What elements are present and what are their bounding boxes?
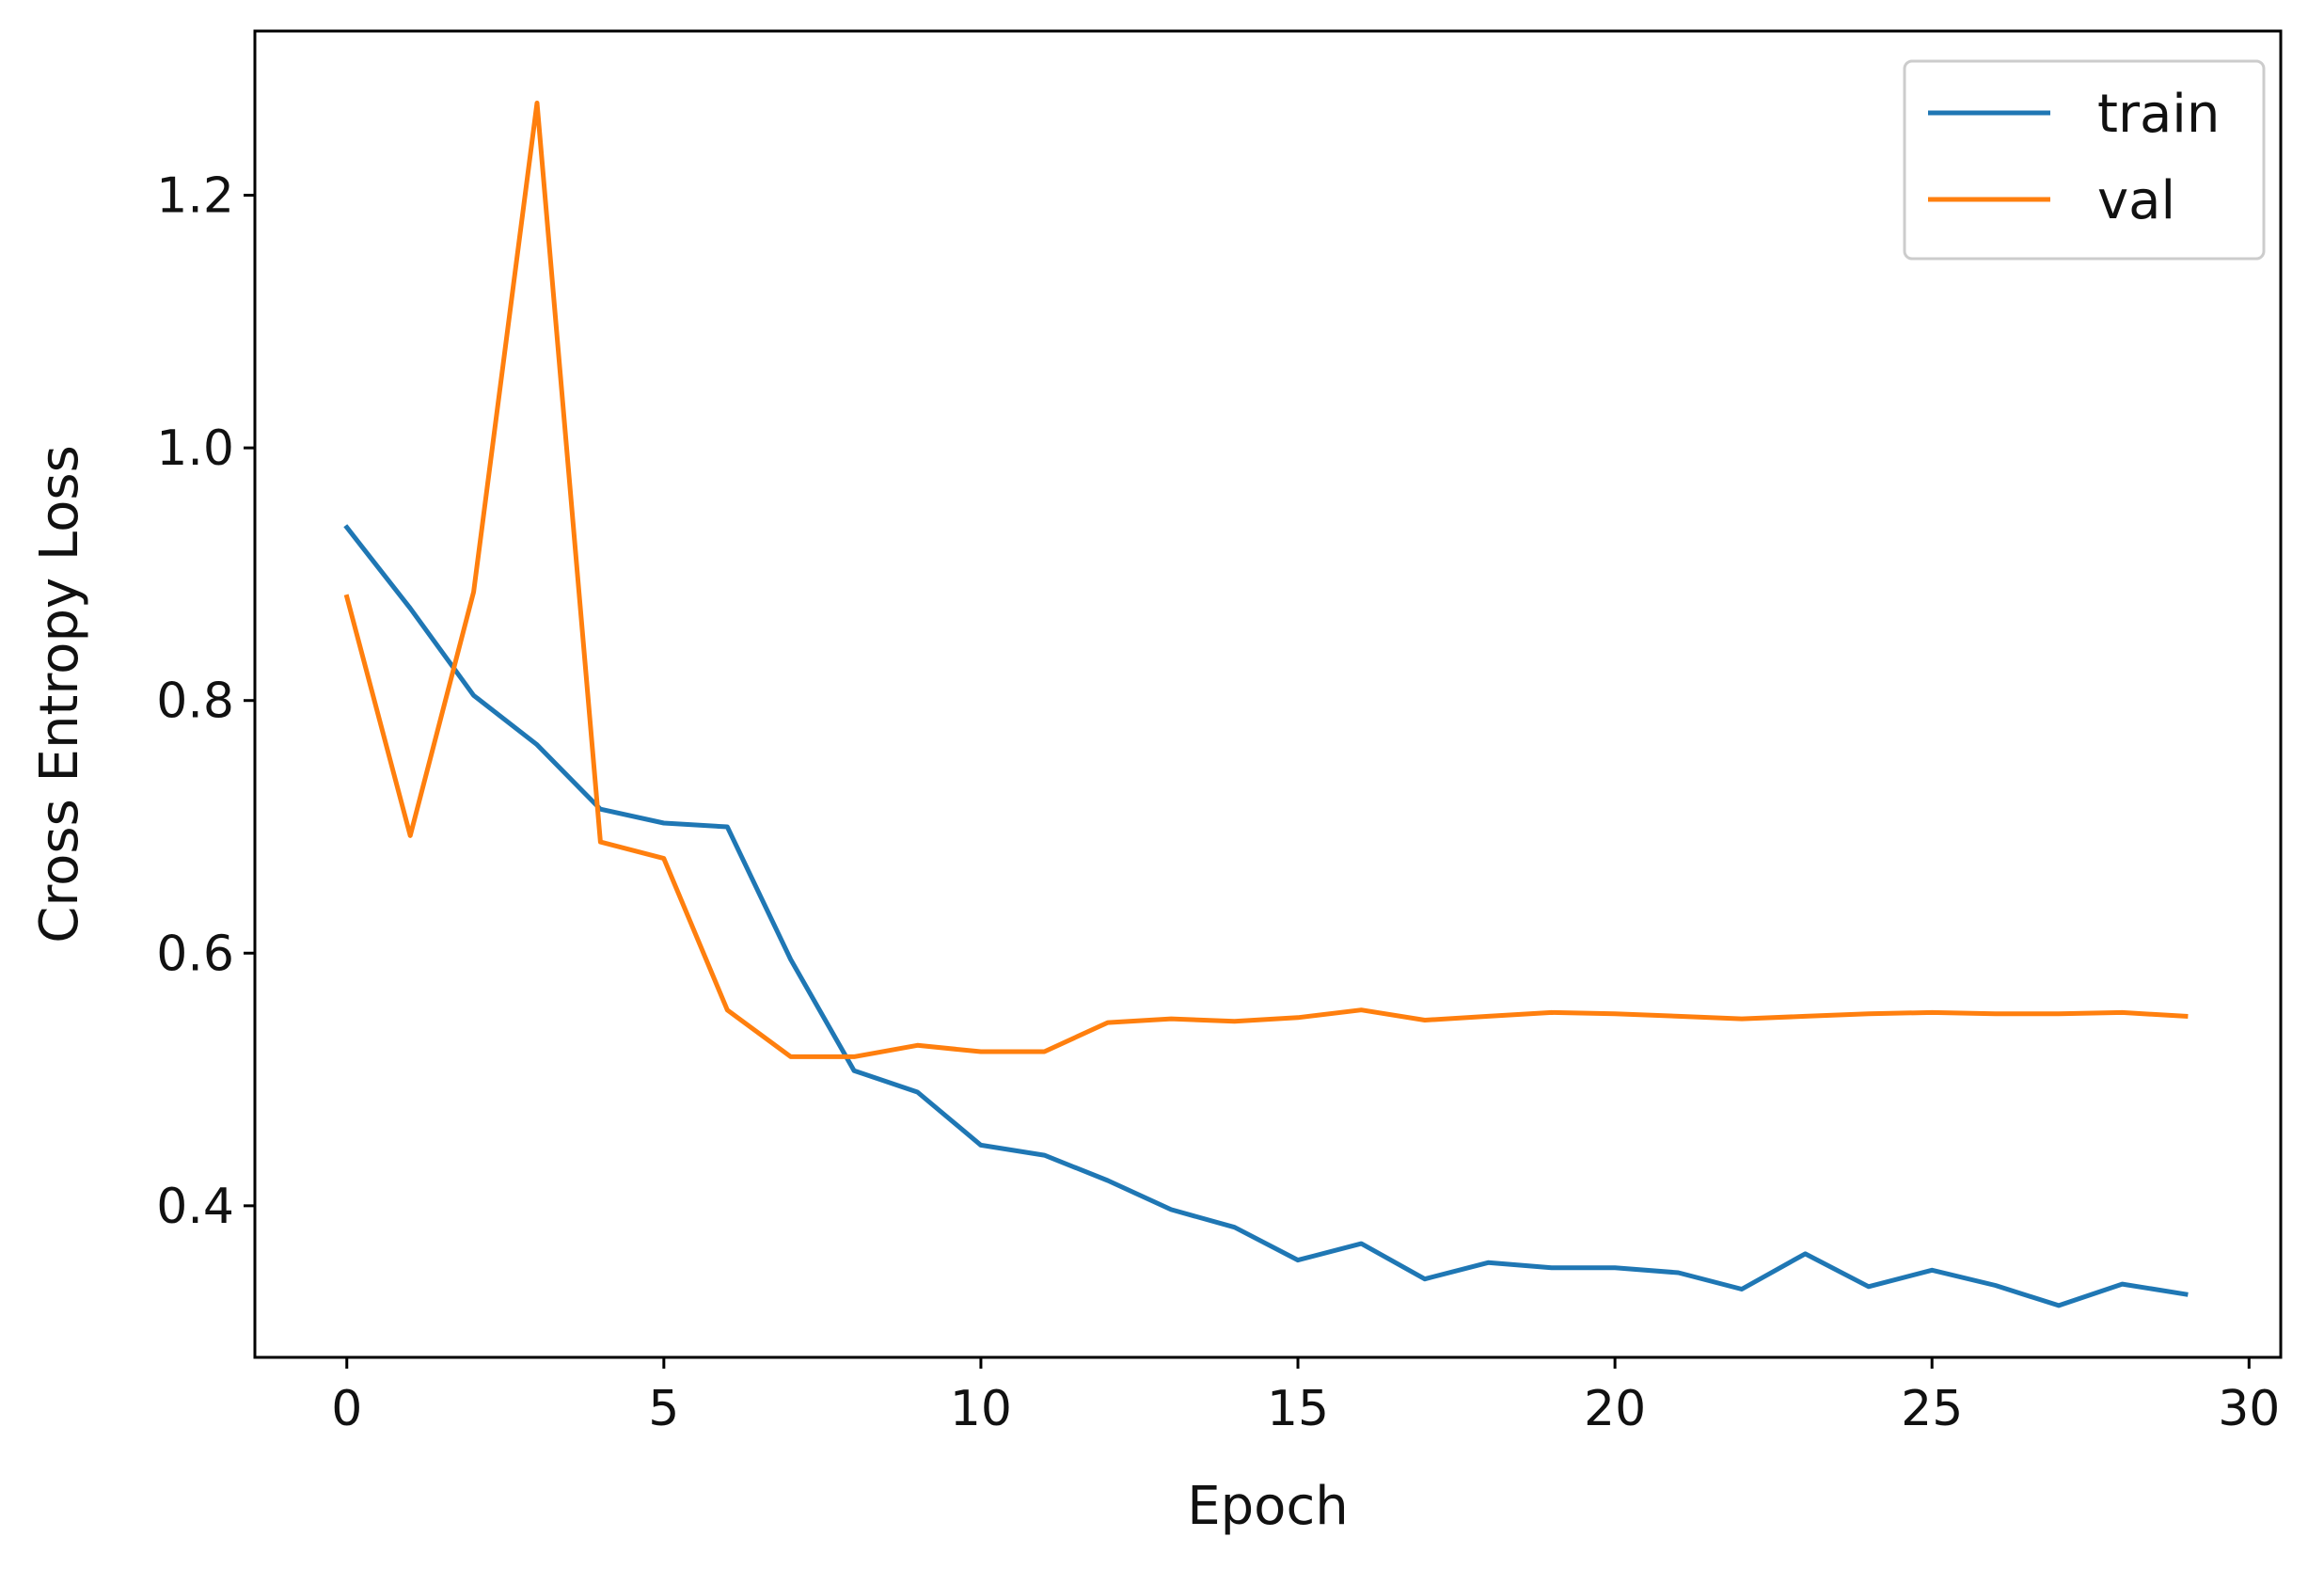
y-axis: 0.4 0.6 0.8 1.0 1.2 <box>156 168 255 1235</box>
x-tick-label: 0 <box>331 1381 362 1437</box>
x-axis: 0 5 10 15 20 25 30 <box>331 1357 2280 1437</box>
series-layer <box>343 101 2189 1308</box>
series-line-train <box>343 524 2189 1308</box>
x-tick-label: 20 <box>1584 1381 1646 1437</box>
x-tick-label: 15 <box>1267 1381 1329 1437</box>
legend-label-train: train <box>2097 84 2220 145</box>
y-tick-label: 0.4 <box>156 1179 234 1235</box>
y-axis-title: Cross Entropy Loss <box>29 445 90 943</box>
y-tick-label: 1.2 <box>156 168 234 225</box>
x-tick-label: 10 <box>950 1381 1012 1437</box>
series-line-val <box>343 101 2189 1059</box>
y-tick-label: 0.6 <box>156 926 234 982</box>
plot-frame <box>253 29 2283 1359</box>
x-tick-label: 30 <box>2218 1381 2280 1437</box>
legend-label-val: val <box>2097 170 2175 231</box>
x-axis-title: Epoch <box>1187 1476 1348 1537</box>
x-tick-label: 25 <box>1901 1381 1963 1437</box>
y-tick-label: 0.8 <box>156 674 234 730</box>
y-tick-label: 1.0 <box>156 420 234 477</box>
x-tick-label: 5 <box>648 1381 679 1437</box>
legend: train val <box>1903 59 2266 261</box>
